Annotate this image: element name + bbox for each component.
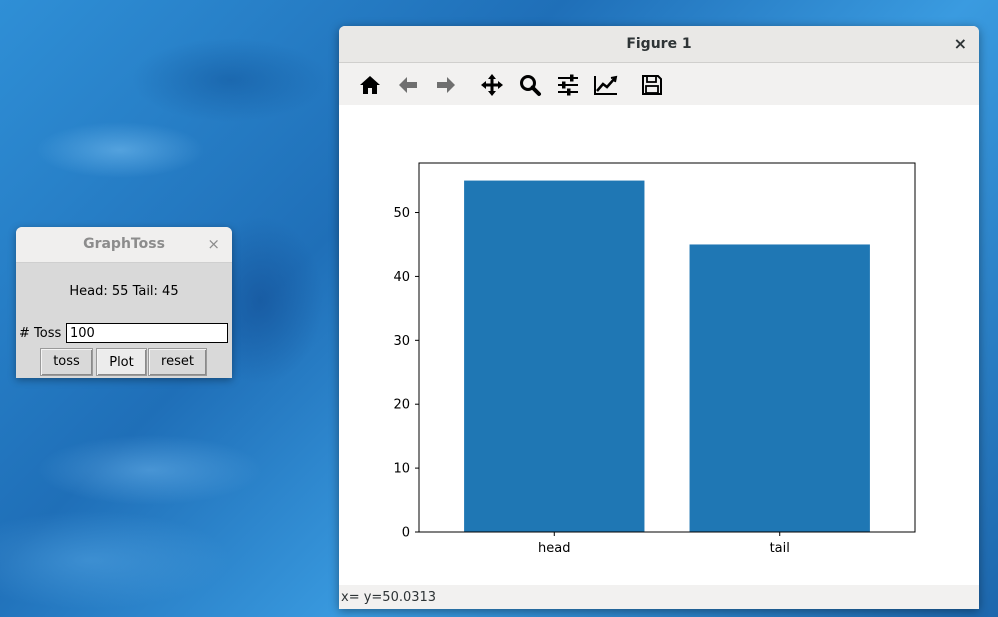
y-tick-label: 30 <box>393 334 410 349</box>
navigation-toolbar <box>339 63 979 105</box>
result-label: Head: 55 Tail: 45 <box>69 284 179 299</box>
reset-button[interactable]: reset <box>148 348 207 376</box>
subplots-sliders-icon[interactable] <box>555 72 581 98</box>
figure-canvas[interactable]: 0 10 20 30 40 50 head tail <box>339 105 979 585</box>
bar-head <box>464 180 645 533</box>
plot-button[interactable]: Plot <box>96 348 147 376</box>
back-arrow-icon[interactable] <box>395 72 421 98</box>
edit-axis-lines-icon[interactable] <box>593 72 619 98</box>
figure-titlebar[interactable]: Figure 1 × <box>339 26 979 63</box>
cursor-coordinates: x= y=50.0313 <box>341 590 437 605</box>
zoom-magnifier-icon[interactable] <box>517 72 543 98</box>
figure-title: Figure 1 <box>626 36 692 52</box>
y-tick-label: 40 <box>393 270 410 285</box>
bar-chart: 0 10 20 30 40 50 head tail <box>393 162 916 556</box>
figure-window: Figure 1 × <box>339 26 979 609</box>
y-tick-label: 0 <box>402 526 410 541</box>
home-icon[interactable] <box>357 72 383 98</box>
pan-move-icon[interactable] <box>479 72 505 98</box>
save-disk-icon[interactable] <box>639 72 665 98</box>
forward-arrow-icon[interactable] <box>433 72 459 98</box>
graphtoss-title: GraphToss <box>83 236 165 252</box>
bar-tail <box>689 244 870 532</box>
toss-button[interactable]: toss <box>40 348 93 376</box>
axes-frame <box>418 162 916 533</box>
figure-close-icon[interactable]: × <box>953 34 967 53</box>
y-tick-label: 10 <box>393 462 410 477</box>
y-tick-label: 20 <box>393 398 410 413</box>
graphtoss-window: GraphToss × Head: 55 Tail: 45 # Toss tos… <box>16 227 232 378</box>
graphtoss-titlebar[interactable]: GraphToss × <box>16 227 232 263</box>
status-bar: x= y=50.0313 <box>339 585 979 609</box>
x-tick-label: tail <box>770 541 790 556</box>
toss-count-label: # Toss <box>19 326 62 341</box>
toss-count-input[interactable] <box>66 323 228 343</box>
graphtoss-close-icon[interactable]: × <box>207 235 220 253</box>
x-tick-label: head <box>538 541 570 556</box>
y-tick-label: 50 <box>393 206 410 221</box>
